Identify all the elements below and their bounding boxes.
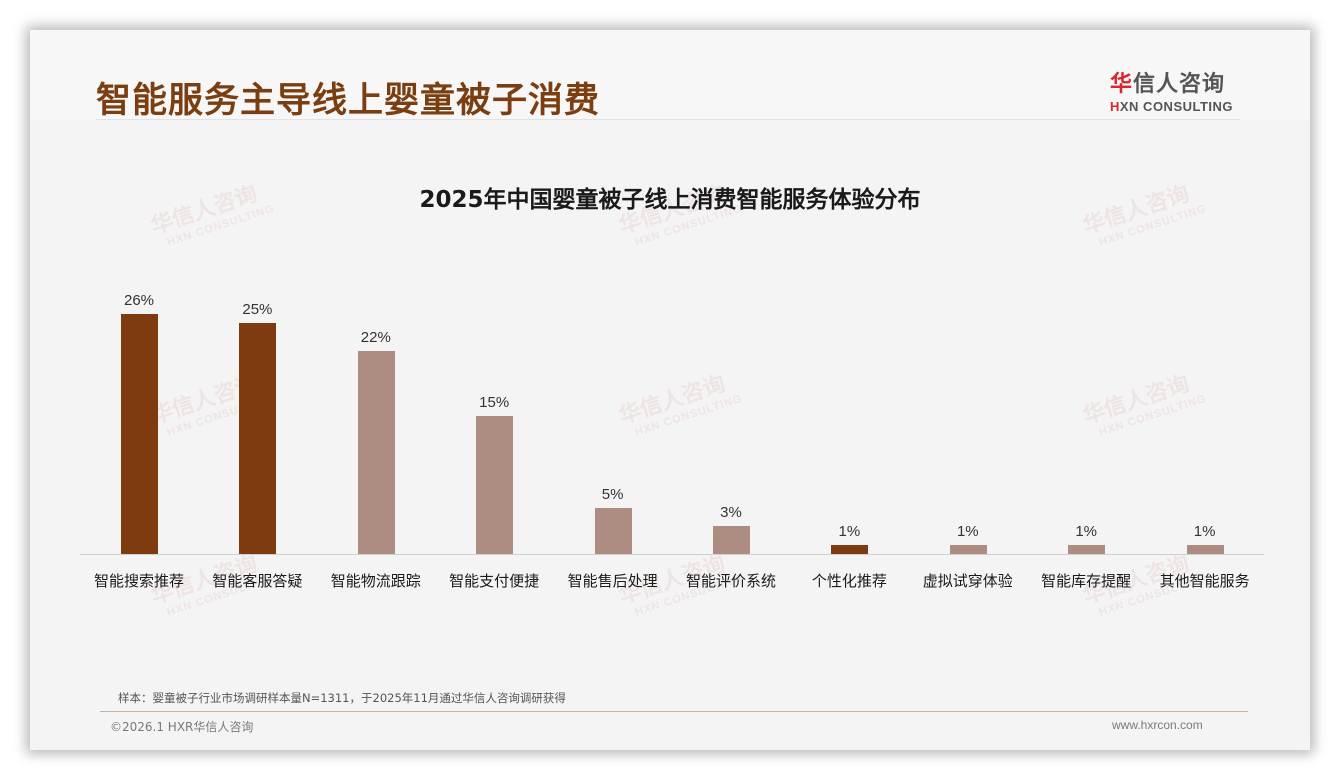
website-url: www.hxrcon.com [1112, 718, 1203, 732]
category-label: 智能售后处理 [567, 572, 658, 590]
bar-group: 26% [80, 280, 198, 555]
category-label: 智能评价系统 [685, 572, 776, 590]
logo-char-hua: 华 [1110, 72, 1134, 97]
bar-group: 1% [790, 280, 908, 555]
bar-value-label: 22% [360, 328, 391, 346]
bar [239, 323, 277, 554]
category-label: 智能物流跟踪 [330, 572, 421, 590]
category-label: 其他智能服务 [1159, 572, 1250, 590]
bar-value-label: 1% [956, 522, 979, 540]
bar-chart-plot: 26% 25% 22% 15% 5% 3% 1% 1% 1% 1% [80, 280, 1264, 555]
slide: 智能服务主导线上婴童被子消费 华信人咨询 HXN CONSULTING 华信人咨… [30, 30, 1310, 750]
bar [713, 526, 750, 554]
category-label: 智能搜索推荐 [93, 572, 184, 590]
category-label: 智能库存提醒 [1041, 572, 1132, 590]
brand-logo: 华信人咨询 HXN CONSULTING [1110, 66, 1233, 114]
bar-value-label: 1% [1193, 522, 1216, 540]
page-title: 智能服务主导线上婴童被子消费 [96, 81, 601, 121]
logo-chinese-rest: 信人咨询 [1133, 72, 1226, 97]
category-label: 虚拟试穿体验 [922, 572, 1013, 590]
category-label: 智能客服答疑 [212, 572, 303, 590]
bar-group: 22% [317, 280, 435, 555]
bar [594, 507, 632, 554]
bar-group: 1% [1027, 280, 1145, 555]
bar [121, 314, 158, 554]
logo-chinese: 华信人咨询 [1110, 66, 1233, 98]
bar-group: 3% [672, 280, 790, 555]
bar-value-label: 26% [123, 292, 155, 309]
title-divider [96, 119, 1240, 120]
bar-value-label: 5% [601, 485, 624, 503]
bar-group: 25% [198, 280, 316, 555]
sample-note: 样本：婴童被子行业市场调研样本量N=1311，于2025年11月通过华信人咨询调… [118, 691, 566, 705]
bar-value-label: 1% [838, 522, 861, 540]
logo-english-rest: XN CONSULTING [1119, 99, 1234, 114]
bar [476, 415, 514, 554]
bar-value-label: 25% [242, 301, 273, 319]
footer-divider [100, 711, 1248, 712]
logo-letter-h: H [1110, 99, 1120, 114]
logo-english: HXN CONSULTING [1110, 99, 1233, 114]
bar [831, 544, 869, 554]
x-axis-line [80, 554, 1264, 555]
bar [357, 350, 395, 554]
header-band [30, 30, 1310, 120]
bar-group: 5% [554, 280, 672, 555]
bar [1186, 544, 1224, 554]
category-label: 个性化推荐 [811, 572, 887, 590]
bar [949, 544, 987, 554]
bar-value-label: 3% [720, 504, 742, 522]
chart-title: 2025年中国婴童被子线上消费智能服务体验分布 [419, 187, 921, 213]
bar [1068, 544, 1106, 554]
category-label: 智能支付便捷 [449, 572, 540, 590]
copyright: ©2026.1 HXR华信人咨询 [110, 720, 254, 734]
bar-group: 15% [435, 280, 553, 555]
bar-group: 1% [909, 280, 1027, 555]
bar-value-label: 1% [1075, 522, 1098, 540]
bar-value-label: 15% [479, 393, 510, 411]
bar-group: 1% [1146, 280, 1264, 555]
